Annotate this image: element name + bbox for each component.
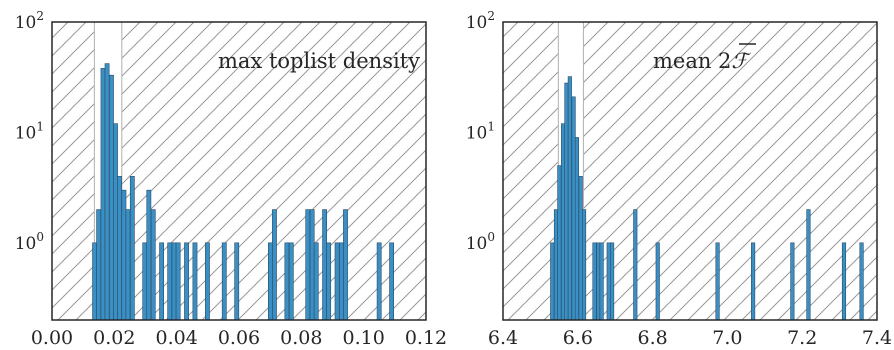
left-histogram-bar xyxy=(146,189,152,320)
left-histogram-bar xyxy=(150,209,156,320)
right-annotation: mean 2ℱ xyxy=(653,49,751,73)
left-histogram-bar xyxy=(96,209,102,320)
right-histogram-bar xyxy=(633,209,638,320)
left-histogram-bar xyxy=(322,209,328,320)
left-histogram-bar xyxy=(184,242,189,320)
right-histogram-bar xyxy=(751,242,756,320)
right-y-tick-label: 100 xyxy=(466,230,495,254)
left-histogram-panel: max toplist density 0.00 0.02 0.04 0.06 0.08… xyxy=(15,9,447,349)
right-histogram-bar xyxy=(790,242,795,320)
right-y-tick-label: 102 xyxy=(466,9,495,33)
left-hatched-region-low xyxy=(52,22,95,320)
right-x-tick-label: 7.2 xyxy=(787,327,817,349)
left-y-tick-label: 102 xyxy=(15,9,44,33)
left-x-tick-label: 0.02 xyxy=(93,327,135,349)
right-histogram-bar xyxy=(610,242,615,320)
left-histogram-bar xyxy=(305,209,311,320)
left-x-tick-label: 0.00 xyxy=(31,327,73,349)
right-histogram-bar xyxy=(596,242,601,320)
right-histogram-bar xyxy=(561,123,566,320)
right-histogram-bar xyxy=(655,242,660,320)
left-histogram-bar xyxy=(100,68,106,320)
left-histogram-bar xyxy=(192,242,198,320)
left-histogram-bar xyxy=(142,242,148,320)
left-histogram-bar xyxy=(113,123,118,320)
right-axes-frame xyxy=(502,21,878,321)
right-histogram-bar xyxy=(715,242,720,320)
left-histogram-bar xyxy=(121,189,127,320)
left-annotation: max toplist density xyxy=(218,49,420,73)
left-histogram-bar xyxy=(334,242,340,320)
left-histogram-bar xyxy=(221,242,227,320)
left-histogram-bar xyxy=(104,63,110,320)
right-histogram-bar xyxy=(841,242,847,320)
left-histogram-bar xyxy=(267,242,273,320)
right-x-tick-label: 6.6 xyxy=(563,327,593,349)
right-hatched-region-high xyxy=(583,22,877,320)
right-hatched-region-low xyxy=(503,22,559,320)
left-histogram-bar xyxy=(129,176,135,320)
right-y-tick-labels: 100 101 102 xyxy=(466,9,495,254)
left-histogram-bar xyxy=(125,209,131,320)
right-histogram-bar xyxy=(806,209,811,320)
left-histogram-bar xyxy=(376,242,382,320)
right-x-tick-label: 7.4 xyxy=(862,327,892,349)
left-histogram-bar xyxy=(326,242,332,320)
right-x-tick-labels: 6.4 6.6 6.8 7.0 7.2 7.4 xyxy=(488,327,892,349)
right-histogram-bar xyxy=(581,209,587,320)
right-histogram-bar xyxy=(574,137,579,320)
left-histogram-bar xyxy=(167,242,173,320)
left-x-tick-label: 0.04 xyxy=(156,327,198,349)
left-x-tick-label: 0.08 xyxy=(280,327,322,349)
right-histogram-bar xyxy=(599,242,604,320)
left-y-tick-label: 100 xyxy=(15,230,44,254)
left-histogram-bar xyxy=(205,242,210,320)
left-histogram-bar xyxy=(389,242,395,320)
right-x-tick-label: 6.4 xyxy=(488,327,518,349)
left-histogram-bar xyxy=(109,74,114,320)
right-histogram-bar xyxy=(550,242,555,320)
right-histogram-bar xyxy=(567,76,572,320)
left-x-tick-labels: 0.00 0.02 0.04 0.06 0.08 0.10 0.12 xyxy=(31,327,447,349)
left-histogram-bar xyxy=(284,242,290,320)
left-histogram-bar xyxy=(117,176,122,320)
left-histogram-bar xyxy=(175,242,181,320)
left-axes-frame xyxy=(51,21,427,321)
left-x-tick-label: 0.10 xyxy=(343,327,385,349)
left-histogram-bar xyxy=(288,242,294,320)
left-histogram-bar xyxy=(313,242,319,320)
right-histogram-bar xyxy=(564,82,569,320)
left-histogram-bar xyxy=(272,209,277,320)
right-histogram-bar xyxy=(859,242,864,320)
left-histogram-bar xyxy=(343,209,348,320)
right-histogram-bar xyxy=(606,242,611,320)
right-histogram-bar xyxy=(557,165,562,320)
right-histogram-bar xyxy=(592,242,597,320)
left-histogram-bar xyxy=(92,242,97,320)
left-histogram-bar xyxy=(234,242,240,320)
right-x-tick-label: 6.8 xyxy=(637,327,667,349)
right-histogram-bars xyxy=(550,76,864,320)
left-histogram-bar xyxy=(339,242,344,320)
right-annotation-symbol: ℱ xyxy=(731,49,751,73)
left-histogram-bar xyxy=(171,242,177,320)
left-y-tick-labels: 100 101 102 xyxy=(15,9,44,254)
left-x-tick-label: 0.06 xyxy=(218,327,260,349)
right-histogram-panel: mean 2ℱ 6.4 6.6 6.8 7.0 7.2 7.4 100 101 102 xyxy=(466,9,892,349)
right-x-tick-label: 7.0 xyxy=(712,327,742,349)
left-histogram-bar xyxy=(309,209,315,320)
left-y-tick-label: 101 xyxy=(15,119,44,143)
left-histogram-bar xyxy=(159,242,165,320)
right-histogram-bar xyxy=(553,209,559,320)
right-histogram-bar xyxy=(578,176,583,320)
left-x-tick-label: 0.12 xyxy=(405,327,447,349)
right-annotation-prefix: mean 2 xyxy=(653,49,731,73)
right-y-tick-label: 101 xyxy=(466,119,495,143)
left-histogram-bars xyxy=(92,63,395,320)
right-histogram-bar xyxy=(571,96,576,320)
